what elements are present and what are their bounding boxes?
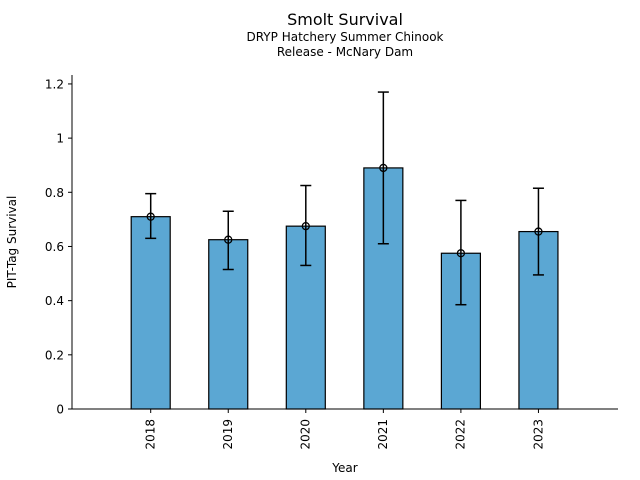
x-tick-label-2021: 2021 <box>376 419 390 450</box>
x-tick-label-2020: 2020 <box>299 419 313 450</box>
y-tick-label: 0.4 <box>45 294 64 308</box>
bar-2018 <box>130 216 171 410</box>
y-axis-label: PIT-Tag Survival <box>5 196 19 289</box>
point-marker-2019 <box>224 235 233 244</box>
y-tick-label: 0.8 <box>45 186 64 200</box>
x-tick-label-2022: 2022 <box>454 419 468 450</box>
chart-subtitle-line2: Release - McNary Dam <box>276 45 414 59</box>
x-tick-label-2019: 2019 <box>221 419 235 450</box>
plot-area: 0 0.2 0.4 0.6 0.8 1 1.2 2018 2019 2020 2021 2022 202… <box>45 75 618 450</box>
point-marker-2022 <box>456 249 466 258</box>
x-tick-label-2018: 2018 <box>144 419 158 450</box>
y-tick-label: 0.6 <box>45 240 64 254</box>
chart-title: Smolt Survival <box>287 10 403 29</box>
y-tick-label: 1.2 <box>45 77 64 91</box>
x-axis-label: Year <box>331 461 357 475</box>
y-tick-label: 0.2 <box>45 348 64 362</box>
point-marker-2020 <box>301 222 310 231</box>
point-marker-2021 <box>379 163 388 173</box>
y-tick-label: 0 <box>56 403 64 417</box>
x-tick-label-2023: 2023 <box>531 419 545 450</box>
y-tick-label: 1 <box>56 132 64 146</box>
point-marker-2023 <box>534 227 543 236</box>
point-marker-2018 <box>146 212 155 221</box>
chart-subtitle-line1: DRYP Hatchery Summer Chinook <box>246 30 444 44</box>
